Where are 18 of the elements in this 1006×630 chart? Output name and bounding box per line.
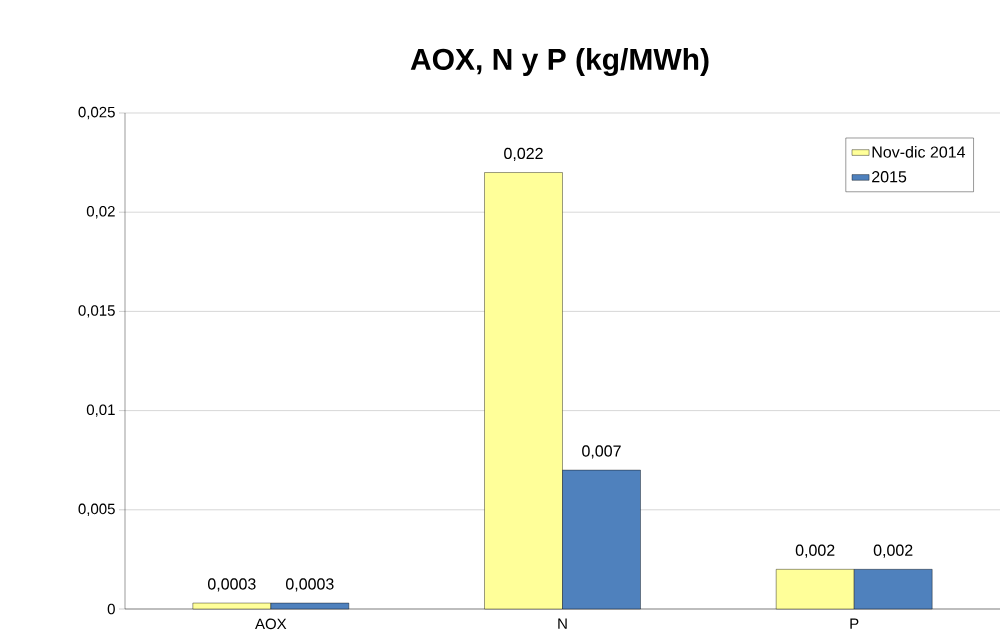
legend-label: Nov-dic 2014 [872,146,966,158]
data-label: 0,002 [873,544,913,558]
data-label: 0,0003 [208,578,256,592]
x-tick-label: P [850,618,859,629]
y-tick-label: 0,02 [86,206,115,219]
y-tick-label: 0,01 [86,404,115,417]
chart-title: AOX, N y P (kg/MWh) [410,47,709,77]
data-label: 0,002 [795,544,835,558]
y-tick-label: 0,025 [78,106,115,120]
y-tick-label: 0,015 [78,305,115,318]
y-tick-label: 0,005 [78,503,115,516]
data-label: 0,007 [582,445,621,459]
legend-label: 2015 [872,171,907,183]
y-tick-label: 0 [107,603,115,615]
data-label: 0,022 [504,147,543,161]
data-label: 0,0003 [286,578,334,592]
x-tick-label: AOX [255,618,287,630]
x-tick-label: N [558,618,567,629]
